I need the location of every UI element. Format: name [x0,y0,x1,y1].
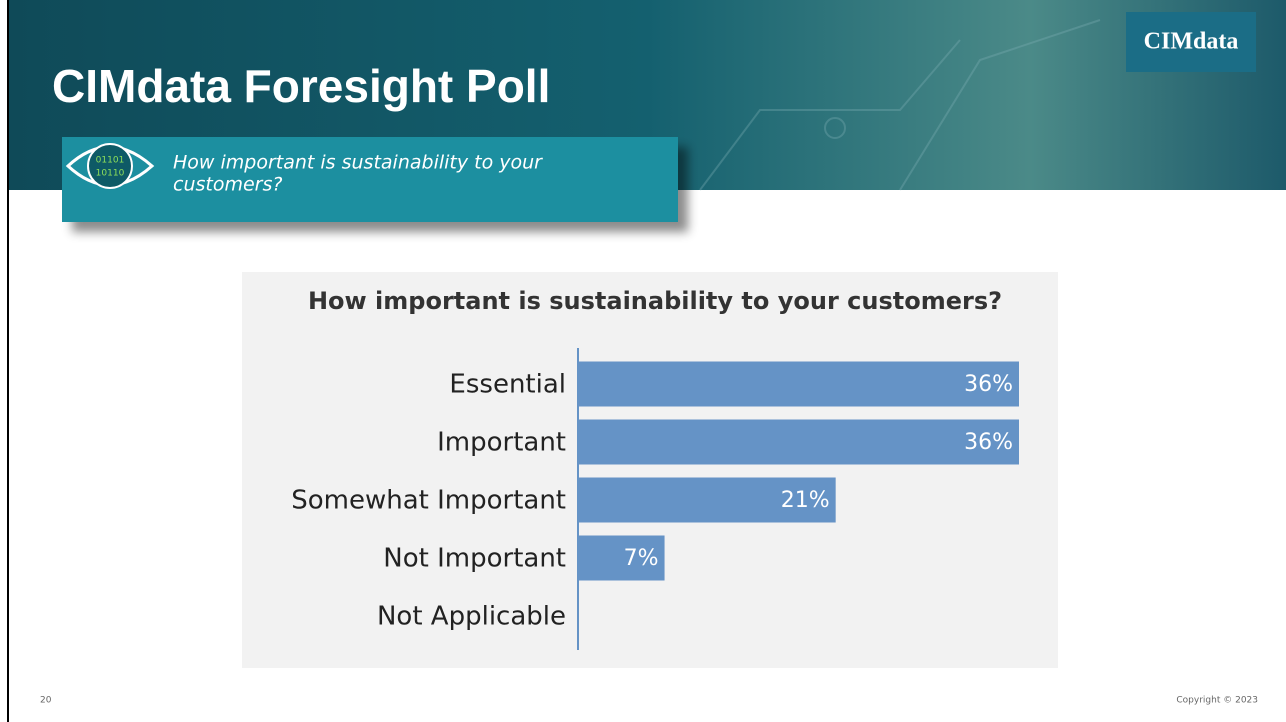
header-decor [699,19,1101,191]
category-label: Not Applicable [377,602,566,632]
eye-iris [87,143,133,189]
value-label: 7% [624,546,659,571]
question-text: customers? [173,174,282,196]
bar [579,535,665,581]
bar [579,477,836,523]
value-label: 36% [964,430,1013,455]
value-label: 21% [781,488,830,513]
question-box [62,137,678,222]
icon-text: 10110 [96,169,125,179]
category-label: Not Important [383,544,566,574]
bar [579,361,1019,407]
category-label: Somewhat Important [291,486,566,516]
copyright: Copyright © 2023 [1176,696,1258,706]
icon-text: 01101 [96,156,125,166]
eye-icon [65,145,155,187]
chart-title: How important is sustainability to your … [308,287,1002,315]
slide-title: CIMdata Foresight Poll [52,60,550,112]
logo: CIMdata [1144,29,1239,55]
page-number: 20 [40,696,52,706]
chart-area [242,272,1058,668]
category-label: Important [437,428,566,458]
category-label: Essential [449,370,566,400]
value-label: 36% [964,372,1013,397]
logo-box [1126,12,1256,72]
question-text: How important is sustainability to your [173,152,543,174]
bar [579,419,1019,465]
